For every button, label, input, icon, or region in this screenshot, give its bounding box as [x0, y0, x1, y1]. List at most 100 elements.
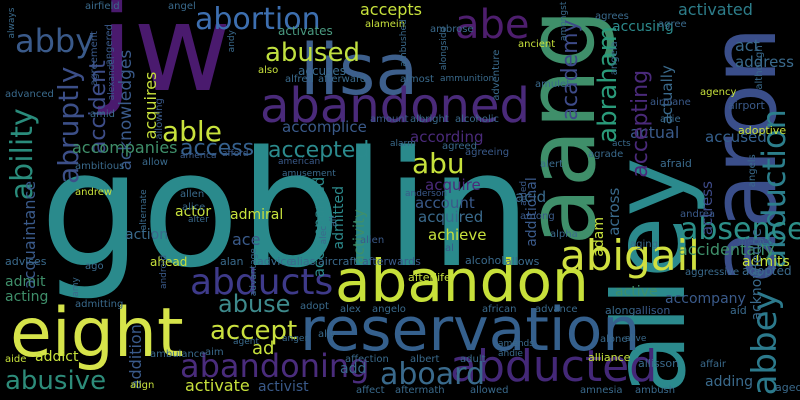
word-152: ally	[318, 330, 336, 340]
word-148: aggressive	[685, 268, 739, 278]
word-158: affection	[345, 355, 389, 365]
word-122: amount	[370, 115, 409, 125]
word-21: abused	[265, 40, 360, 66]
word-181: allow	[142, 158, 168, 168]
word-134: accuses	[298, 65, 346, 77]
word-173: ambush	[635, 386, 675, 396]
word-127: advanced	[5, 90, 54, 100]
word-103: ancient	[518, 40, 555, 50]
word-92: andrew	[75, 188, 112, 198]
word-77: activist	[258, 380, 309, 394]
word-83: allows	[505, 256, 539, 267]
word-98: angel	[168, 2, 196, 12]
word-192: acts	[612, 140, 631, 149]
word-111: angels	[748, 154, 758, 187]
word-72: addict	[35, 350, 78, 364]
word-177: al	[445, 244, 454, 254]
word-191: andy	[228, 30, 237, 52]
word-106: airport	[728, 100, 765, 111]
word-188: admitting	[75, 300, 123, 310]
word-139: along	[605, 305, 635, 316]
word-88: alan	[220, 256, 244, 267]
word-151: adopt	[300, 302, 329, 312]
word-159: albert	[410, 355, 439, 365]
word-147: alerted	[738, 238, 774, 248]
word-175: alec	[320, 226, 329, 245]
word-169: affect	[356, 386, 385, 396]
word-137: african	[482, 305, 517, 315]
word-183: afford	[222, 150, 248, 159]
word-167: aged	[775, 382, 800, 393]
word-117: albright	[410, 115, 449, 125]
word-150: angelo	[372, 305, 406, 315]
word-105: agency	[700, 88, 736, 98]
word-62: achieve	[428, 228, 486, 243]
word-178: anderson	[405, 190, 447, 199]
word-118: alcoholic	[455, 115, 499, 125]
word-65: adam	[592, 217, 606, 257]
word-34: accepts	[360, 2, 422, 18]
word-190: alarm	[390, 140, 416, 149]
word-114: amulet	[535, 80, 570, 90]
word-67: admiral	[230, 208, 283, 222]
word-135: alongside	[440, 27, 449, 70]
word-16: abby	[15, 25, 94, 57]
word-84: alias	[290, 256, 315, 267]
word-149: alex	[340, 305, 361, 315]
word-129: agreement	[90, 31, 100, 86]
word-144: among	[520, 212, 555, 222]
word-81: afterlife	[408, 272, 451, 283]
word-26: abusive	[5, 368, 106, 394]
word-107: airplane	[650, 98, 691, 108]
word-110: afraid	[660, 158, 692, 169]
word-113: agrade	[588, 150, 623, 160]
word-93: allen	[180, 190, 204, 200]
word-174: advantage	[250, 248, 259, 296]
word-59: acquired	[418, 210, 483, 225]
word-136: ambushed	[400, 19, 409, 66]
word-143: alpha	[550, 230, 578, 240]
word-141: aid	[730, 305, 747, 316]
word-30: abu	[412, 150, 465, 178]
word-140: allison	[635, 305, 670, 316]
word-82: alcohol	[465, 255, 504, 266]
word-180: alternate	[140, 189, 149, 230]
word-186: android	[160, 255, 169, 289]
word-96: airfield	[85, 2, 120, 12]
word-176: all	[330, 216, 339, 227]
word-170: aftermath	[395, 386, 445, 396]
word-116: almost	[400, 75, 434, 85]
word-75: adding	[705, 375, 753, 389]
word-43: accomplice	[282, 120, 367, 135]
word-164: alliance	[588, 352, 630, 363]
word-69: ace	[232, 232, 260, 248]
word-145: aging	[630, 240, 658, 250]
word-112: allie	[660, 115, 681, 125]
word-76: activate	[185, 378, 250, 394]
word-154: ambulance	[150, 350, 205, 360]
word-120: agreeing	[465, 148, 509, 158]
word-155: aim	[205, 348, 224, 358]
word-185: amusement	[282, 170, 336, 179]
word-70: active	[615, 285, 658, 299]
word-168: align	[130, 381, 154, 391]
word-128: always	[8, 8, 17, 39]
word-146: andrea	[680, 210, 715, 220]
word-160: adult	[460, 355, 486, 365]
word-123: ambitious	[75, 162, 124, 172]
word-189: ammunition	[440, 75, 494, 84]
word-64: across	[607, 188, 622, 236]
word-36: activated	[678, 2, 753, 18]
word-95: alter	[188, 216, 209, 225]
word-101: angela	[610, 41, 620, 75]
word-131: also	[258, 66, 278, 76]
word-91: ago	[85, 262, 104, 272]
word-85: aircraft	[318, 256, 357, 267]
word-94: alice	[182, 203, 205, 213]
word-172: amnesia	[580, 386, 622, 396]
word-162: andie	[498, 350, 523, 359]
word-165: allisson	[638, 358, 679, 369]
word-90: advises	[5, 256, 47, 267]
word-184: american	[278, 158, 320, 167]
